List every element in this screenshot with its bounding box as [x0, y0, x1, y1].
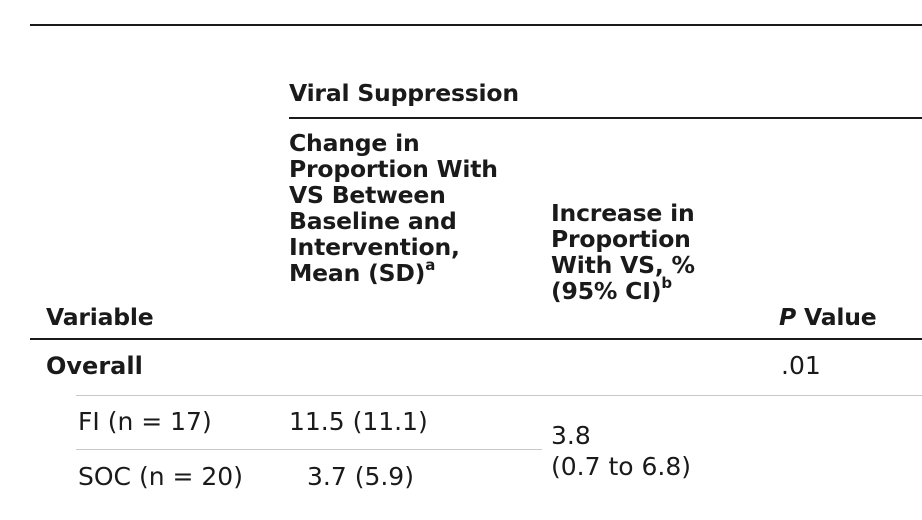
change-header-line: Mean (SD)a	[289, 256, 436, 287]
overall-label: Overall	[46, 352, 143, 380]
spanner-rule	[289, 117, 922, 119]
increase-header-line: Proportion	[551, 225, 691, 253]
fi-label: FI (n = 17)	[78, 407, 212, 436]
header-bottom-rule	[30, 338, 922, 340]
footnote-marker-b: b	[661, 274, 672, 293]
change-column-header: Change in Proportion With VS Between Bas…	[289, 130, 498, 286]
column-group-header: Viral Suppression	[289, 79, 519, 107]
soc-change-value: 3.7 (5.9)	[307, 462, 414, 491]
row-divider-fi	[76, 449, 542, 450]
soc-label: SOC (n = 20)	[78, 462, 243, 491]
p-value-column-header: P Value	[779, 304, 877, 330]
p-value-italic: P	[779, 303, 797, 331]
increase-header-line: With VS, %	[551, 251, 695, 279]
increase-value: 3.8	[551, 421, 591, 450]
increase-header-line: Increase in	[551, 199, 695, 227]
change-header-line: Intervention,	[289, 233, 460, 261]
increase-column-header: Increase in Proportion With VS, % (95% C…	[551, 200, 695, 304]
row-divider-overall	[76, 395, 922, 396]
increase-header-line: (95% CI)b	[551, 274, 672, 305]
footnote-marker-a: a	[425, 256, 436, 275]
increase-ci: (0.7 to 6.8)	[551, 452, 692, 481]
variable-column-header: Variable	[46, 303, 154, 331]
change-header-line: VS Between	[289, 181, 446, 209]
change-header-line: Change in	[289, 129, 420, 157]
p-value-rest: Value	[796, 303, 877, 331]
fi-change-value: 11.5 (11.1)	[289, 407, 428, 436]
table-top-rule	[30, 24, 922, 26]
overall-p-value: .01	[781, 351, 821, 380]
change-header-line: Proportion With	[289, 155, 498, 183]
change-header-line: Baseline and	[289, 207, 457, 235]
